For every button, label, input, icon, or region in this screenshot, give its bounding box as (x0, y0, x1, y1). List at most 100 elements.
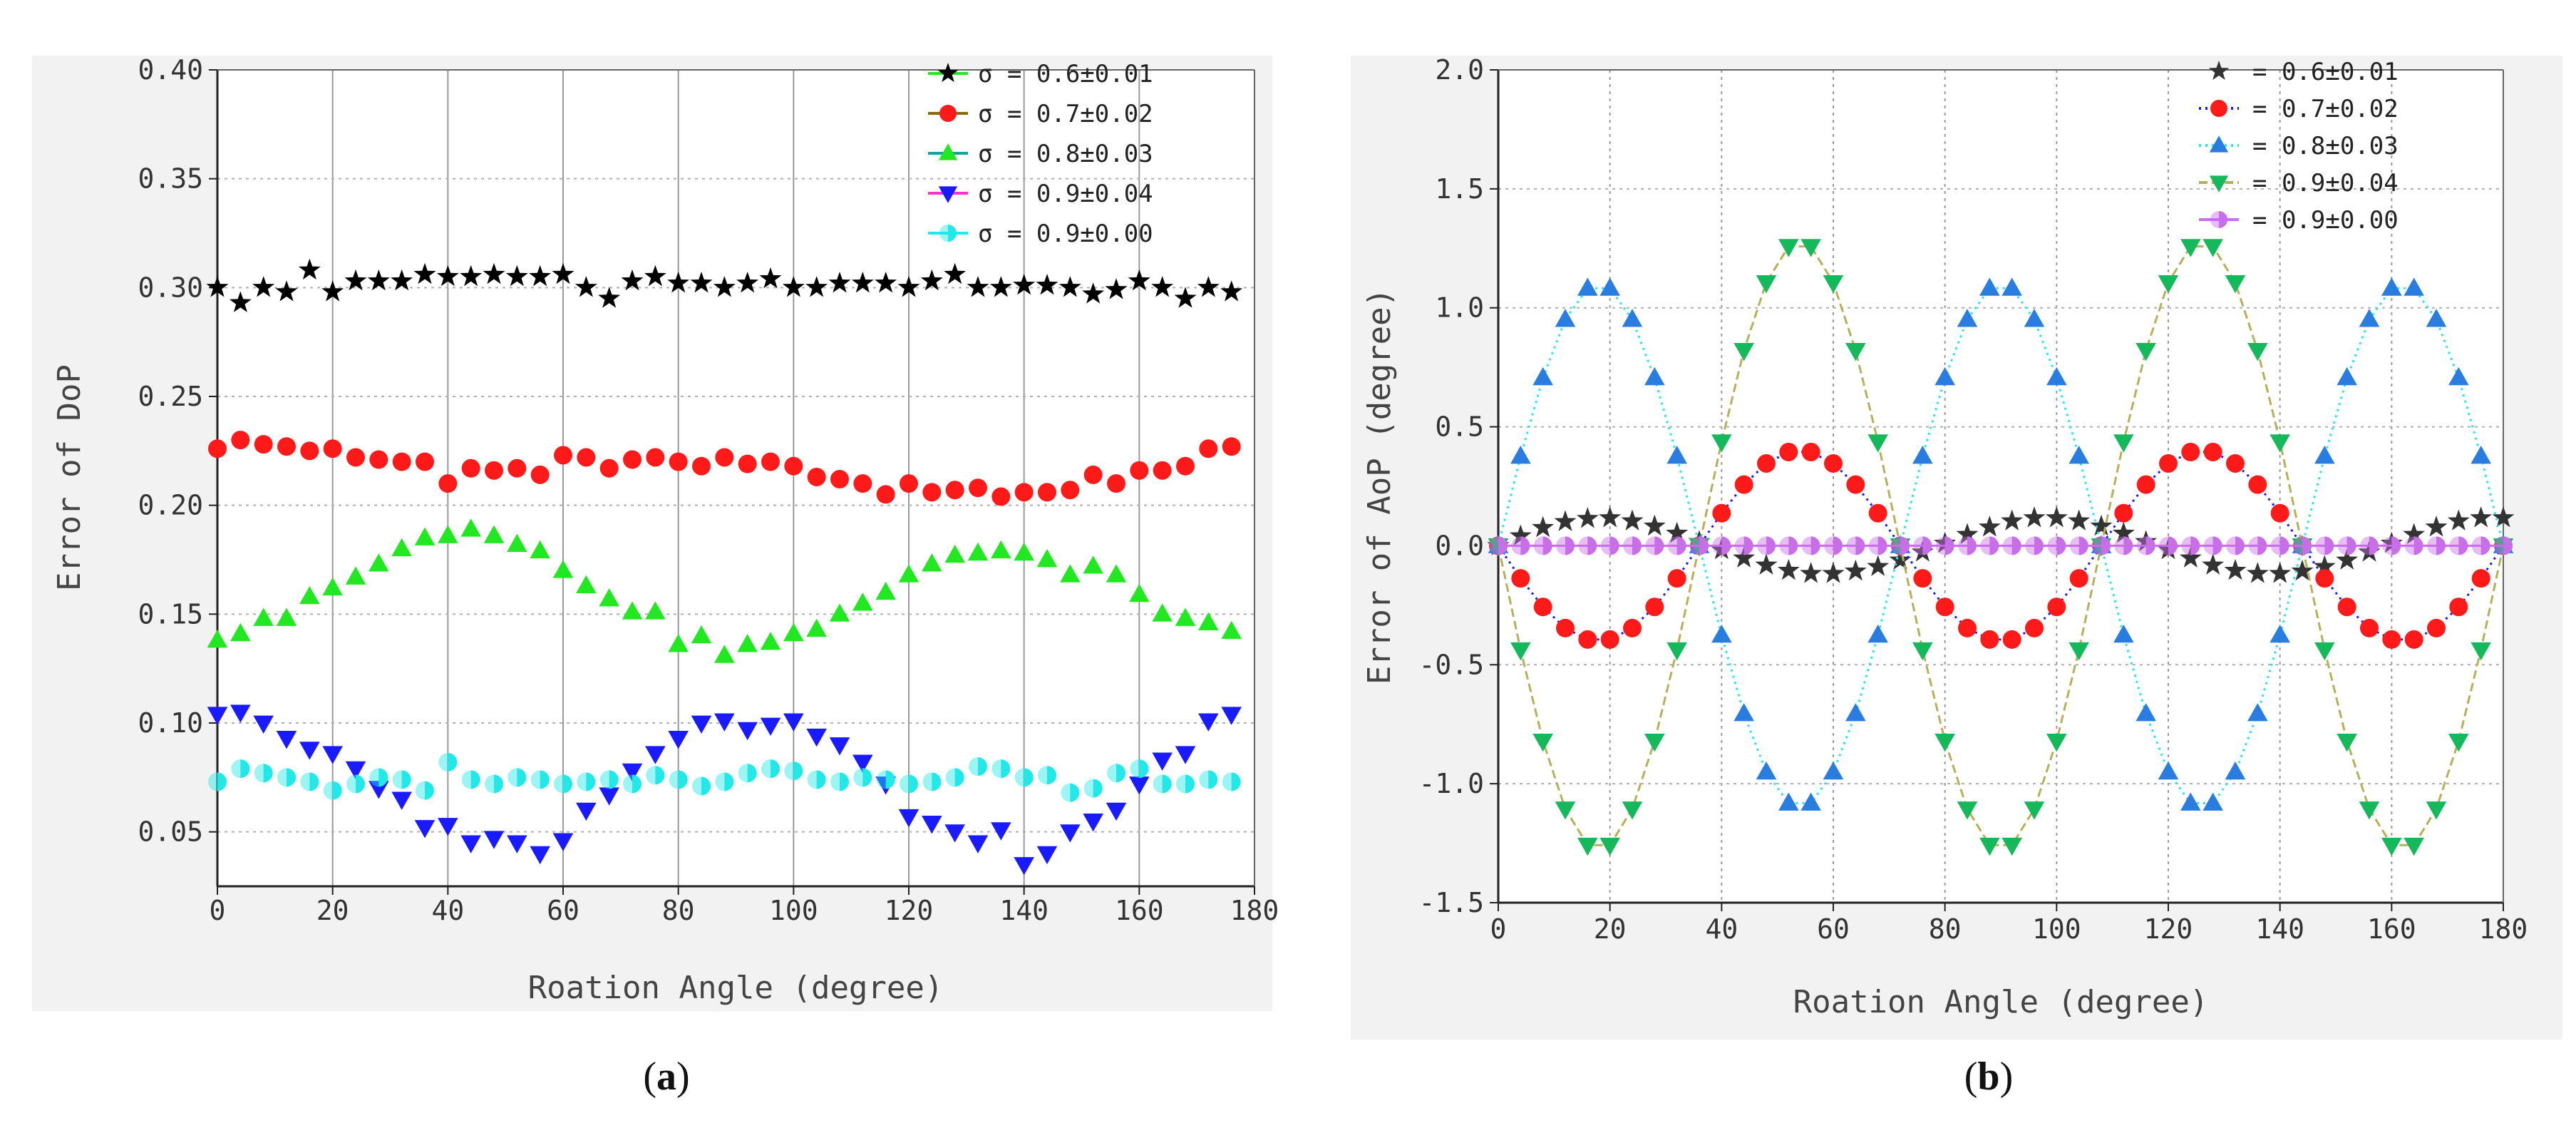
data-point (2314, 446, 2335, 464)
legend-marker (939, 105, 957, 122)
data-point (944, 262, 967, 284)
data-point (1667, 569, 1686, 588)
data-point (2337, 734, 2357, 752)
data-point (1623, 618, 1642, 637)
x-tick-label: 0 (1490, 913, 1507, 945)
data-point (967, 835, 989, 853)
data-point (1845, 703, 1866, 722)
data-point (1824, 453, 1843, 473)
data-point (1509, 524, 1532, 545)
data-point (321, 280, 344, 302)
data-point (2203, 442, 2222, 461)
data-point (2403, 523, 2426, 544)
data-point (231, 759, 250, 779)
data-point (830, 470, 849, 489)
data-point (554, 446, 572, 465)
data-point (1734, 475, 1753, 494)
data-point (2136, 475, 2155, 494)
data-point (391, 791, 412, 810)
data-point (206, 276, 229, 297)
plot-a-legend: σ = 0.6±0.01 σ = 0.7±0.02 σ = 0.8±0.03 σ = … (928, 60, 1153, 248)
data-point (276, 730, 297, 749)
data-point (2024, 309, 2045, 327)
data-point (575, 276, 597, 297)
data-point (1757, 453, 1776, 473)
x-tick-label: 20 (1594, 913, 1627, 945)
data-point (530, 540, 550, 559)
y-tick-label: 0.0 (1435, 530, 1484, 561)
data-point (1107, 764, 1125, 783)
data-point (1800, 792, 1821, 811)
data-point (346, 448, 365, 467)
data-point (2404, 630, 2423, 649)
data-point (783, 622, 804, 642)
series-line (1497, 451, 2505, 641)
data-point (1934, 734, 1955, 752)
data-point (898, 564, 919, 583)
plot-b-tick-labels: 0 20 40 60 80 100 120 140 160 180 -1.5 -1.0 -0.5 0.0 0… (1418, 54, 2528, 945)
data-point (2046, 734, 2067, 752)
data-point (367, 269, 390, 291)
data-point (1532, 366, 1553, 386)
data-point (577, 772, 596, 791)
legend-entry: σ = 0.9±0.00 (928, 220, 1153, 248)
legend-label: σ = 0.9±0.04 (978, 180, 1153, 208)
data-point (392, 770, 411, 789)
data-point (1823, 761, 1844, 780)
x-tick-label: 120 (2144, 913, 2193, 945)
data-point (1532, 516, 1555, 538)
data-point (1014, 768, 1034, 787)
data-point (2359, 801, 2380, 820)
data-point (2159, 536, 2178, 555)
data-point (667, 272, 690, 293)
data-point (2337, 366, 2357, 386)
data-point (1868, 536, 1887, 555)
data-point (1958, 618, 1977, 637)
plot-b-legend: = 0.6±0.01 = 0.7±0.02 = 0.8±0.03 = 0.9±0.04… (2199, 58, 2399, 235)
data-point (945, 768, 964, 787)
data-point (692, 776, 711, 796)
data-point (485, 461, 503, 480)
data-point (322, 577, 343, 596)
data-point (1038, 766, 1057, 785)
data-point (2336, 548, 2359, 570)
data-point (1036, 846, 1058, 865)
data-point (2270, 536, 2289, 555)
y-tick-label: 0.30 (138, 272, 203, 303)
data-point (2113, 434, 2134, 453)
data-point (2092, 536, 2111, 555)
legend-entry: = 0.8±0.03 (2199, 132, 2399, 160)
legend-marker (938, 186, 958, 203)
data-point (1153, 461, 1172, 480)
data-point (345, 761, 366, 780)
data-point (1061, 481, 1080, 500)
data-point (900, 474, 918, 493)
data-point (2002, 536, 2021, 555)
data-point (1756, 275, 1777, 294)
data-point (761, 452, 780, 471)
x-tick-label: 0 (210, 895, 226, 926)
data-point (2381, 277, 2402, 296)
data-point (1222, 437, 1241, 456)
legend-marker (2209, 135, 2229, 153)
data-point (460, 835, 481, 853)
data-point (2225, 761, 2246, 780)
data-point (876, 770, 895, 789)
data-point (1555, 309, 1576, 327)
data-point (761, 759, 780, 779)
data-point (737, 634, 758, 652)
data-point (2360, 618, 2379, 637)
data-point (599, 458, 619, 478)
data-point (2112, 521, 2135, 543)
data-point (2382, 536, 2401, 555)
data-point (2002, 630, 2021, 649)
data-point (2269, 562, 2292, 583)
data-point (2159, 453, 2178, 473)
chart-panel-a: 0 20 40 60 80 100 120 140 160 180 0.05 0.10 0.15 0.20… (32, 54, 1279, 1011)
data-point (738, 454, 757, 473)
legend-entry: = 0.9±0.04 (2199, 169, 2399, 198)
data-point (2203, 536, 2222, 555)
data-point (646, 448, 665, 467)
data-point (622, 763, 643, 782)
